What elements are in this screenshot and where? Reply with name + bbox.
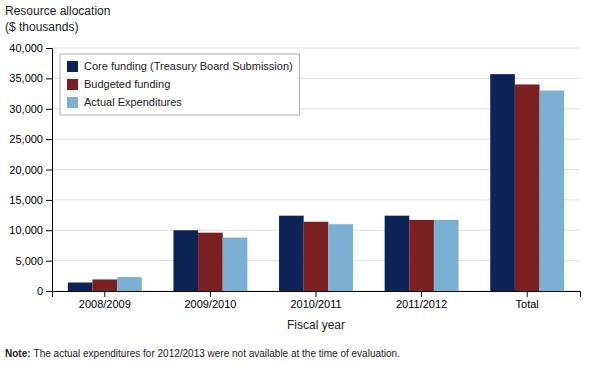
x-axis: 2008/2009 2009/2010 2010/2011 2011/2012 Tota… [53,291,581,310]
tick-mark [46,200,52,201]
legend-swatch [67,79,78,90]
legend-swatch [67,61,78,72]
tick-label: 2009/2010 [184,298,236,310]
axis-domain [53,292,581,298]
note-part: Note: [5,348,31,359]
legend-frame [60,54,300,115]
bar [117,277,142,291]
legend-item: Core funding (Treasury Board Submission) [67,60,293,72]
bar [223,238,248,291]
bar [198,233,223,291]
legend: Core funding (Treasury Board Submission)… [60,54,300,115]
tick-label: 35,000 [9,72,43,84]
tick: 0 [37,285,52,297]
tick: 35,000 [9,72,52,84]
legend-label: Actual Expenditures [84,96,182,108]
tick: 20,000 [9,164,52,176]
tick-mark [46,291,52,292]
chart: Resource allocation ($ thousands) 0 5,000 10… [0,0,595,365]
subtitle: ($ thousands) [5,20,78,34]
y-axis: 0 5,000 10,000 15,000 20,000 25,000 30,000 35,0… [9,42,52,297]
title: Resource allocation [5,4,110,18]
bars [68,74,564,291]
tick-mark [46,48,52,49]
tick: 2009/2010 [184,291,236,310]
tick: 30,000 [9,103,52,115]
tick-label: 10,000 [9,224,43,236]
bar [279,216,304,291]
grid [52,48,580,291]
tick-label: 25,000 [9,133,43,145]
legend-label: Budgeted funding [84,78,170,90]
bar [304,222,329,291]
tick-mark [46,170,52,171]
tick-label: Total [516,298,539,310]
bar-series [117,91,564,291]
tick-label: 2008/2009 [79,298,131,310]
tick-label: 5,000 [15,255,43,267]
tick-mark [46,109,52,110]
tick: 10,000 [9,224,52,236]
bar [434,220,459,291]
bar [385,216,410,291]
tick: 25,000 [9,133,52,145]
bar [409,220,434,291]
grid-line [52,48,580,49]
tick-label: 20,000 [9,164,43,176]
legend-swatch [67,97,78,108]
tick-label: 15,000 [9,194,43,206]
legend-item: Budgeted funding [67,78,170,90]
bar [173,230,198,291]
tick-mark [46,261,52,262]
tick-mark [527,291,528,297]
tick-mark [104,291,105,297]
bar [92,279,117,291]
tick: 5,000 [15,255,52,267]
tick-mark [46,230,52,231]
bar [490,74,515,291]
tick-mark [46,139,52,140]
legend-label: Core funding (Treasury Board Submission) [84,60,293,72]
tick: 15,000 [9,194,52,206]
tick: 2008/2009 [79,291,131,310]
tick-mark [421,291,422,297]
plot: 0 5,000 10,000 15,000 20,000 25,000 30,000 35,0… [9,42,580,332]
tick-label: 2011/2012 [396,298,447,310]
tick-label: 30,000 [9,103,43,115]
tick-label: 0 [37,285,43,297]
tick-label: 2010/2011 [290,298,341,310]
bar [540,91,565,291]
axis-domain [46,49,53,292]
tick: 40,000 [9,42,52,54]
tick-mark [316,291,317,297]
bar [328,224,353,291]
legend-item: Actual Expenditures [67,96,182,108]
bar-series [92,84,539,291]
tick-label: 40,000 [9,42,43,54]
bar [515,84,540,291]
tick: 2011/2012 [396,291,447,310]
note-part: The actual expenditures for 2012/2013 we… [34,348,400,359]
tick-mark [46,78,52,79]
bar [68,282,93,291]
axis-title: Fiscal year [287,318,345,332]
tick: Total [516,291,539,310]
tick-mark [210,291,211,297]
note: Note:The actual expenditures for 2012/20… [5,348,400,359]
tick: 2010/2011 [290,291,341,310]
